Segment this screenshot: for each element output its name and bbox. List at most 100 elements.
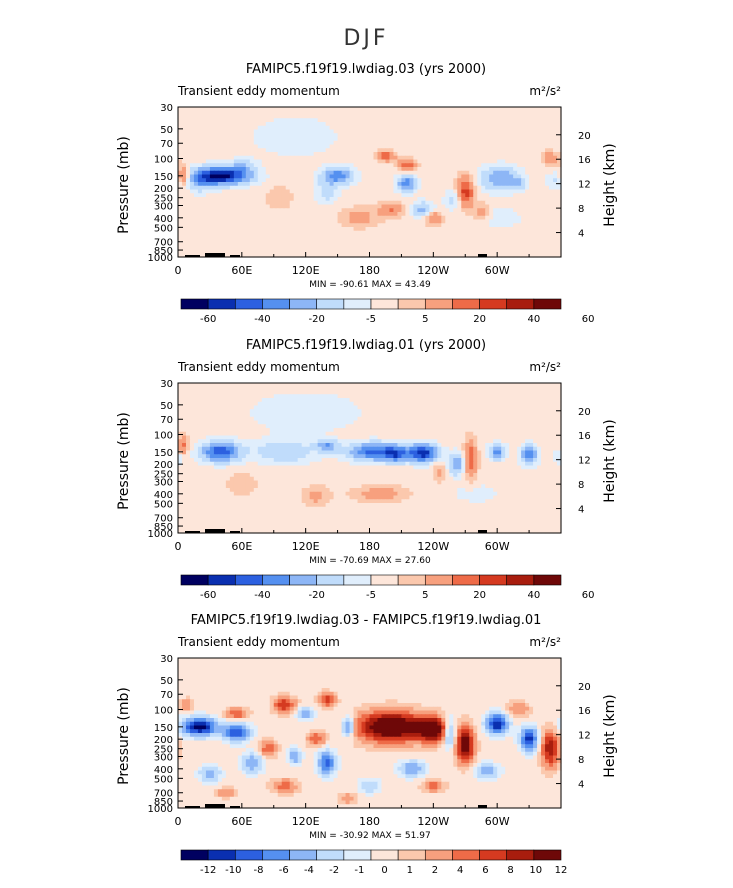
field-cell [469, 122, 474, 127]
field-cell [273, 152, 279, 157]
field-cell [277, 242, 283, 247]
field-cell [257, 144, 263, 149]
field-cell [489, 170, 494, 176]
field-cell [189, 212, 195, 217]
field-cell [385, 234, 391, 239]
field-cell [549, 212, 554, 217]
field-cell [213, 416, 219, 422]
field-cell [441, 253, 446, 258]
field-cell [261, 416, 267, 422]
field-cell [237, 155, 243, 161]
field-cell [493, 170, 498, 176]
field-cell [237, 140, 243, 146]
field-cell [241, 212, 247, 217]
field-cell [481, 249, 486, 254]
field-cell [229, 227, 235, 232]
field-cell [377, 182, 383, 187]
field-cell [529, 242, 534, 247]
field-cell [333, 249, 339, 254]
field-cell [309, 140, 315, 146]
field-cell [417, 398, 422, 403]
field-cell [361, 390, 367, 395]
field-cell [401, 197, 407, 202]
field-cell [205, 144, 211, 149]
field-cell [329, 133, 335, 138]
field-cell [221, 144, 227, 149]
field-cell [437, 238, 442, 243]
field-cell [213, 125, 219, 131]
field-cell [245, 122, 251, 127]
field-cell [485, 129, 490, 134]
field-cell [377, 238, 383, 243]
field-cell [537, 193, 542, 198]
field-cell [421, 413, 426, 418]
field-cell [489, 114, 494, 119]
field-cell [297, 249, 303, 254]
field-cell [249, 416, 255, 422]
field-cell [373, 193, 379, 198]
field-cell [329, 245, 335, 251]
field-cell [293, 208, 299, 213]
field-cell [301, 386, 307, 392]
field-cell [329, 148, 335, 153]
field-cell [257, 416, 263, 422]
field-cell [497, 242, 502, 247]
field-cell [433, 133, 438, 138]
field-cell [545, 182, 550, 187]
field-cell [189, 159, 195, 164]
field-cell [285, 163, 291, 168]
field-cell [213, 249, 219, 254]
field-cell [429, 178, 434, 183]
field-cell [545, 137, 550, 142]
field-cell [257, 155, 263, 161]
field-cell [389, 238, 395, 243]
field-cell [525, 144, 530, 149]
field-cell [178, 118, 183, 123]
field-cell [213, 159, 219, 164]
field-cell [429, 167, 434, 172]
field-cell [513, 137, 518, 142]
field-cell [553, 245, 558, 251]
field-cell [469, 401, 474, 407]
field-cell [537, 144, 542, 149]
field-cell [273, 253, 279, 258]
field-cell [301, 204, 307, 209]
field-cell [329, 212, 335, 217]
field-cell [401, 238, 407, 243]
field-cell [317, 155, 323, 161]
field-cell [449, 416, 454, 422]
field-cell [257, 140, 263, 146]
field-cell [505, 167, 510, 172]
field-cell [497, 409, 502, 414]
field-cell [469, 167, 474, 172]
field-cell [305, 178, 311, 183]
field-cell [537, 148, 542, 153]
field-cell [505, 197, 510, 202]
field-cell [417, 114, 422, 119]
field-cell [409, 234, 414, 239]
field-cell [305, 420, 311, 425]
field-cell [473, 245, 478, 251]
field-cell [281, 238, 287, 243]
field-cell [541, 390, 546, 395]
field-cell [521, 223, 526, 228]
field-cell [321, 215, 327, 221]
field-cell [417, 401, 422, 407]
field-cell [497, 208, 502, 213]
field-cell [249, 122, 255, 127]
field-cell [293, 383, 299, 388]
field-cell [257, 122, 263, 127]
field-cell [337, 140, 343, 146]
field-cell [529, 227, 534, 232]
field-cell [313, 245, 319, 251]
field-cell [445, 200, 450, 206]
field-cell [449, 413, 454, 418]
field-cell [229, 212, 235, 217]
field-cell [333, 170, 339, 176]
field-cell [417, 409, 422, 414]
field-cell [389, 227, 395, 232]
field-cell [429, 413, 434, 418]
field-cell [349, 208, 355, 213]
field-cell [557, 398, 562, 403]
field-cell [178, 148, 183, 153]
